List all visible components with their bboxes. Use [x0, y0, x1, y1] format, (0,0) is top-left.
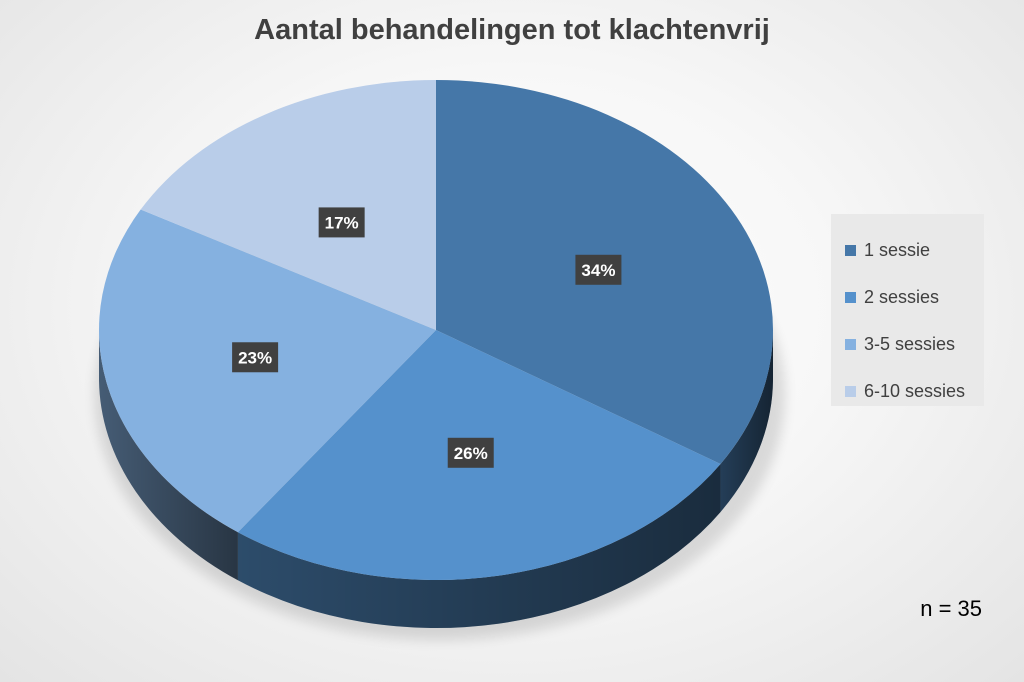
sample-size-label: n = 35: [920, 596, 982, 621]
legend-label: 2 sessies: [864, 287, 940, 307]
legend-swatch: [845, 292, 856, 303]
legend-item-1-sessie: 1 sessie: [831, 227, 984, 274]
data-label-box: [575, 254, 622, 285]
legend-item-2-sessies: 2 sessies: [831, 274, 984, 321]
legend-label: 1 sessie: [864, 240, 931, 260]
legend-item-3-5-sessies: 3-5 sessies: [831, 321, 984, 368]
data-label-2-sessies: 26%: [447, 437, 494, 468]
data-label-text: 34%: [581, 261, 615, 280]
data-label-box: [447, 437, 494, 468]
legend-swatch: [845, 245, 856, 256]
pie-side-shade: [237, 463, 721, 629]
data-label-1-sessie: 34%: [575, 254, 622, 285]
data-label-text: 26%: [454, 444, 488, 463]
data-label-box: [232, 342, 279, 373]
pie-slice-6-10-sessies: [140, 80, 437, 330]
legend-label: 3-5 sessies: [864, 334, 956, 354]
data-label-3-5-sessies: 23%: [232, 342, 279, 373]
legend-label: 6-10 sessies: [864, 381, 966, 401]
data-label-text: 17%: [325, 213, 359, 232]
legend-swatch: [845, 386, 856, 397]
chart-title: Aantal behandelingen tot klachtenvrij: [254, 14, 770, 46]
legend-swatch: [845, 339, 856, 350]
legend-item-6-10-sessies: 6-10 sessies: [831, 368, 984, 415]
data-label-box: [318, 207, 365, 238]
pie-side-shade: [720, 330, 773, 512]
data-label-text: 23%: [238, 348, 272, 367]
pie-side-shade: [99, 330, 238, 581]
data-label-6-10-sessies: 17%: [318, 207, 365, 238]
legend: 1 sessie 2 sessies 3-5 sessies 6-10 sess…: [831, 214, 984, 406]
